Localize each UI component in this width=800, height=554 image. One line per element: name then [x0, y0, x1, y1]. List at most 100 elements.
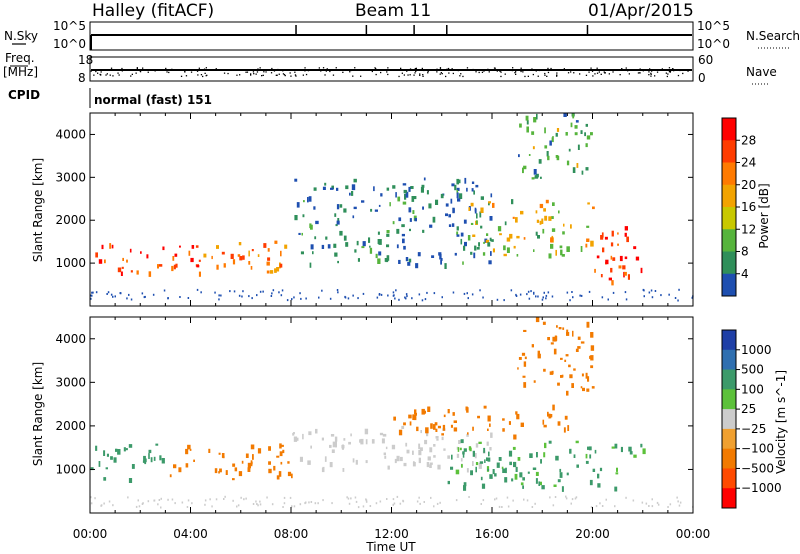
velocity-echo-cell [247, 462, 251, 469]
nave-dot [246, 71, 249, 73]
velocity-echo-cell [601, 505, 604, 507]
nave-dot [619, 74, 621, 76]
nave-dot [621, 68, 623, 70]
velocity-echo-cell [110, 456, 113, 460]
velocity-colorbar-swatch [722, 409, 736, 430]
velocity-echo-cell [531, 506, 534, 508]
velocity-echo-cell [365, 500, 368, 503]
power-echo-cell [605, 259, 609, 265]
power-echo-cell [608, 277, 612, 281]
velocity-echo-cell [566, 332, 570, 336]
velocity-echo-cell [592, 468, 596, 472]
nave-dot [511, 69, 514, 72]
velocity-echo-cell [240, 496, 242, 499]
nave-dot [165, 67, 167, 70]
nave-dot [585, 74, 588, 76]
velocity-echo-cell [232, 478, 235, 481]
power-echo-cell [520, 210, 524, 215]
power-echo-cell [190, 257, 194, 263]
power-echo-cell [432, 216, 436, 223]
velocity-echo-cell [289, 496, 292, 499]
power-echo-cell [196, 288, 199, 291]
nave-dot [514, 72, 516, 74]
power-echo-cell [539, 220, 542, 225]
power-echo-cell [422, 229, 425, 233]
nave-dot [690, 69, 692, 71]
velocity-echo-cell [273, 465, 276, 471]
power-echo-cell [594, 268, 596, 273]
power-echo-cell [444, 263, 447, 269]
power-echo-cell [541, 218, 544, 224]
velocity-echo-cell [490, 432, 493, 438]
velocity-echo-cell [562, 327, 565, 330]
power-echo-cell [456, 178, 459, 185]
power-echo-cell [503, 245, 506, 251]
nave-dot [318, 67, 320, 69]
velocity-x-ticks [89, 317, 694, 513]
power-echo-cell [515, 293, 517, 296]
power-echo-cell [211, 255, 213, 260]
velocity-echo-cell [443, 414, 446, 418]
velocity-echo-cell [157, 503, 159, 506]
velocity-echo-cell [453, 427, 458, 432]
nave-dot [439, 68, 442, 70]
velocity-echo-cell [420, 430, 422, 434]
velocity-echo-cell [566, 472, 569, 476]
velocity-echo-cell [280, 461, 283, 465]
power-echo-cell [278, 291, 280, 294]
power-echo-cell [533, 169, 537, 175]
power-echo-cell [195, 245, 199, 248]
power-echo-cell [572, 296, 574, 299]
velocity-echo-cell [243, 498, 245, 501]
velocity-echo-cell [537, 350, 540, 357]
power-echo-cell [448, 214, 451, 218]
power-echo-cell [321, 289, 323, 292]
velocity-echo-cell [292, 432, 295, 436]
nave-dot [654, 75, 656, 77]
power-echo-cell [545, 294, 548, 297]
nave-dot [520, 67, 522, 69]
velocity-echo-cell [360, 438, 364, 445]
cpid-label: CPID [8, 88, 40, 102]
power-echo-cell [335, 224, 338, 227]
velocity-echo-cell [513, 434, 517, 440]
velocity-echo-cell [651, 498, 653, 501]
nave-dot [278, 73, 280, 75]
power-echo-cell [533, 117, 537, 123]
velocity-echo-cell [489, 474, 493, 479]
velocity-echo-cell [433, 424, 436, 430]
velocity-echo-cell [185, 448, 189, 455]
velocity-echo-cell [299, 503, 302, 506]
power-echo-cell [309, 223, 312, 229]
velocity-echo-cell [335, 441, 337, 448]
power-echo-cell [378, 293, 381, 295]
velocity-echo-cell [575, 440, 579, 444]
power-echo-cell [402, 238, 405, 244]
velocity-echo-cell [379, 432, 384, 436]
velocity-echo-cell [552, 404, 555, 411]
velocity-echo-cell [187, 499, 190, 502]
velocity-echo-cell [435, 428, 438, 432]
velocity-echo-cell [557, 479, 561, 483]
nave-dot [447, 67, 450, 70]
power-echo-cell [555, 132, 558, 137]
velocity-echo-cell [296, 437, 299, 441]
nave-dot [154, 70, 156, 72]
power-echo-cell [451, 183, 455, 187]
power-echo-cell [237, 254, 241, 257]
power-echo-cell [462, 261, 464, 265]
power-echo-cell [159, 264, 163, 267]
power-echo-cell [409, 218, 412, 222]
power-echo-cell [456, 226, 459, 231]
velocity-echo-cell [282, 449, 285, 454]
power-echo-cell [470, 222, 474, 225]
power-echo-cell [611, 230, 614, 237]
velocity-echo-cell [219, 468, 222, 473]
velocity-echo-cell [456, 446, 459, 450]
power-echo-cell [238, 294, 241, 297]
velocity-echo-cell [350, 497, 352, 500]
nave-dot [668, 67, 671, 69]
nave-dot [275, 69, 277, 71]
power-echo-cell [144, 295, 146, 298]
nave-dot [283, 74, 286, 76]
